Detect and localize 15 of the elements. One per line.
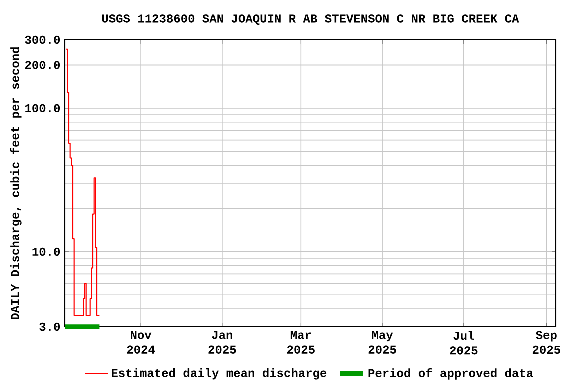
x-tick-label: May 2025 — [368, 331, 396, 354]
y-tick-label: 3.0 — [40, 322, 60, 332]
x-tick-label: Mar 2025 — [287, 331, 315, 354]
legend-label: Estimated daily mean discharge — [112, 368, 327, 380]
legend-label: Period of approved data — [368, 368, 534, 380]
y-tick-label: 200.0 — [25, 61, 60, 70]
y-tick-label: 100.0 — [26, 104, 60, 113]
x-tick-label: Jan 2025 — [208, 331, 236, 354]
y-axis-title: DAILY Discharge, cubic feet per second — [10, 48, 22, 320]
x-tick-label: Jul 2025 — [450, 331, 478, 355]
x-tick-label: Sep 2025 — [532, 331, 560, 354]
y-tick-label: 300.0 — [25, 36, 60, 44]
chart-title: USGS 11238600 SAN JOAQUIN R AB STEVENSON C NR BIG CREEK CA — [102, 14, 520, 26]
x-tick-label: Nov 2024 — [127, 331, 156, 354]
y-tick-label: 10.0 — [32, 248, 60, 256]
